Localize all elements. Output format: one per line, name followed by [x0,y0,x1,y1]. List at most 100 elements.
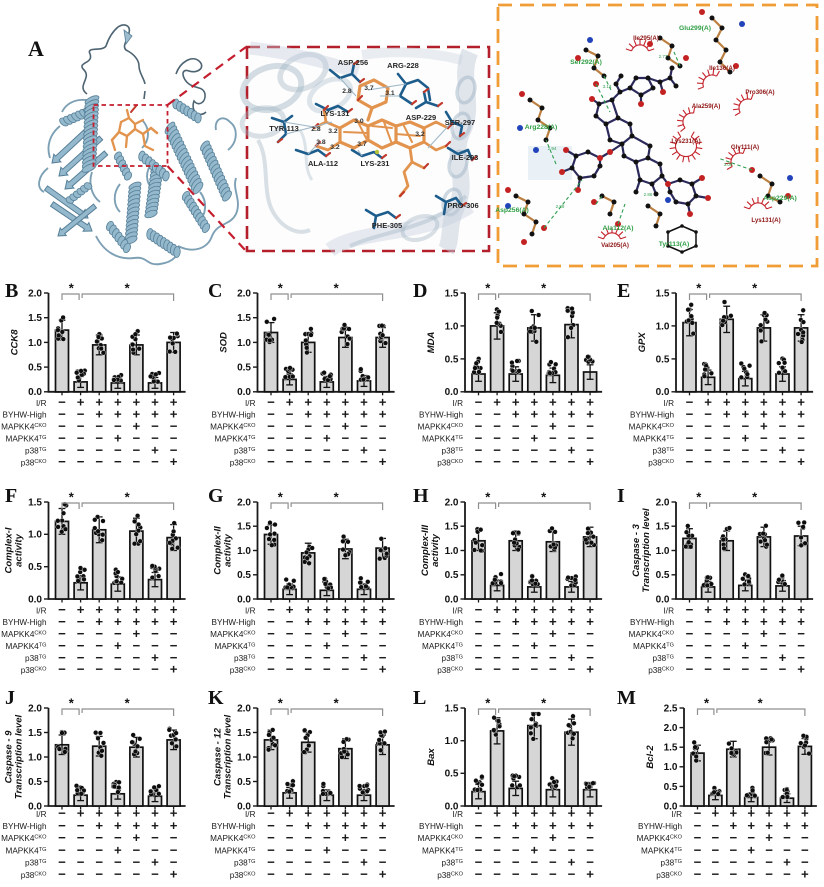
svg-text:−: − [77,650,85,665]
svg-text:−: − [323,650,331,665]
svg-text:−: − [704,650,712,665]
svg-text:Tyr113(A): Tyr113(A) [659,241,689,248]
svg-text:−: − [267,430,275,445]
svg-text:−: − [779,662,787,677]
svg-text:BYHW-High: BYHW-High [3,411,47,420]
svg-text:−: − [530,454,538,469]
svg-text:p38CKO: p38CKO [437,666,463,675]
svg-text:I/R: I/R [36,606,47,615]
svg-text:−: − [77,855,85,870]
svg-text:3.13: 3.13 [603,84,612,89]
svg-text:+: + [304,614,312,629]
svg-text:−: − [267,867,275,882]
svg-text:−: − [323,867,331,882]
svg-text:+: + [801,818,809,833]
svg-text:+: + [151,407,159,422]
svg-text:−: − [58,454,66,469]
svg-text:−: − [267,626,275,641]
svg-text:−: − [797,650,805,665]
svg-text:−: − [342,638,350,653]
svg-text:BYHW-High: BYHW-High [212,618,256,627]
svg-text:−: − [360,454,368,469]
svg-text:−: − [267,855,275,870]
svg-text:p38TG: p38TG [25,446,46,455]
svg-text:BYHW-High: BYHW-High [3,822,47,831]
svg-text:−: − [95,662,103,677]
svg-text:−: − [170,638,178,653]
svg-text:−: − [170,419,178,434]
svg-text:+: + [133,806,141,821]
svg-text:M: M [617,687,636,709]
svg-text:−: − [151,830,159,845]
svg-text:2.8: 2.8 [311,126,321,133]
svg-text:−: − [530,442,538,457]
svg-text:MAPKK4CKO: MAPKK4CKO [210,423,256,432]
svg-text:−: − [95,626,103,641]
svg-text:+: + [741,614,749,629]
svg-text:−: − [95,830,103,845]
svg-text:+: + [323,818,331,833]
svg-text:I/R: I/R [664,399,675,408]
svg-text:+: + [342,419,350,434]
svg-text:−: − [797,419,805,434]
svg-text:BYHW-High: BYHW-High [419,618,463,627]
svg-text:+: + [77,806,85,821]
svg-text:+: + [95,602,103,617]
svg-text:−: − [58,614,66,629]
svg-text:+: + [323,842,331,857]
svg-text:−: − [114,855,122,870]
svg-text:−: − [741,626,749,641]
svg-text:−: − [304,830,312,845]
svg-text:1.0: 1.0 [445,736,459,747]
svg-text:p38TG: p38TG [442,446,463,455]
svg-text:MAPKK4CKO: MAPKK4CKO [210,834,256,843]
svg-text:+: + [568,650,576,665]
svg-text:+: + [133,407,141,422]
svg-text:+: + [568,602,576,617]
svg-text:−: − [133,662,141,677]
svg-text:−: − [586,626,594,641]
svg-text:−: − [779,430,787,445]
svg-text:BYHW-High: BYHW-High [3,618,47,627]
svg-text:+: + [530,842,538,857]
svg-text:MAPKK4TG: MAPKK4TG [215,435,256,444]
svg-text:*: * [704,696,710,711]
svg-text:+: + [360,407,368,422]
svg-text:*: * [69,696,75,711]
svg-text:+: + [783,855,791,870]
svg-text:p38TG: p38TG [234,446,255,455]
svg-text:−: − [475,867,483,882]
svg-text:2.86: 2.86 [644,192,653,197]
svg-text:−: − [342,650,350,665]
svg-text:−: − [342,855,350,870]
svg-text:−: − [58,830,66,845]
svg-text:*: * [752,281,758,296]
svg-text:−: − [801,855,809,870]
svg-text:+: + [512,806,520,821]
svg-text:−: − [58,626,66,641]
svg-text:+: + [741,407,749,422]
svg-text:p38TG: p38TG [25,654,46,663]
svg-text:−: − [58,419,66,434]
svg-text:−: − [512,830,520,845]
svg-text:+: + [530,806,538,821]
svg-text:−: − [475,626,483,641]
svg-text:−: − [475,419,483,434]
svg-text:−: − [568,419,576,434]
svg-text:−: − [379,430,387,445]
svg-text:−: − [549,867,557,882]
svg-text:+: + [360,614,368,629]
svg-text:p38CKO: p38CKO [656,871,682,880]
svg-text:+: + [704,395,712,410]
svg-text:−: − [379,638,387,653]
svg-text:p38CKO: p38CKO [230,666,256,675]
svg-text:MAPKK4TG: MAPKK4TG [422,846,463,855]
svg-text:3.2: 3.2 [328,128,338,135]
svg-text:BYHW-High: BYHW-High [212,411,256,420]
svg-text:−: − [151,430,159,445]
svg-text:−: − [801,830,809,845]
svg-text:1.5: 1.5 [237,313,251,324]
svg-text:+: + [379,806,387,821]
svg-text:−: − [360,626,368,641]
svg-text:−: − [286,818,294,833]
